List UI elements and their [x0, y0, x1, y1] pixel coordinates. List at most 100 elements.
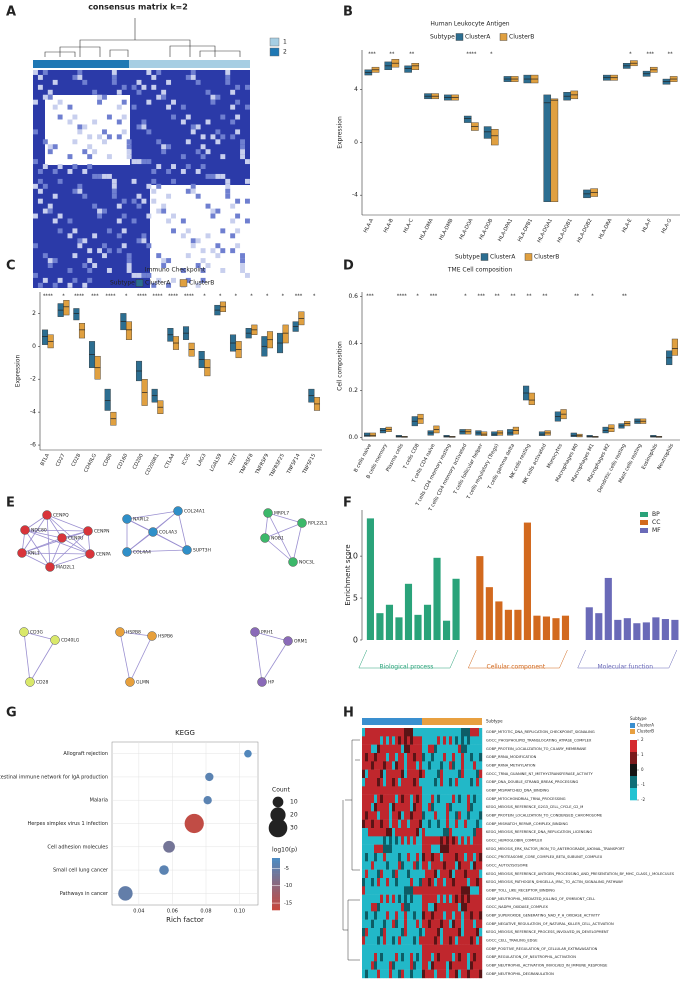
heatmap-cell — [479, 794, 483, 804]
heatmap-cell — [374, 928, 378, 937]
heatmap-cell — [428, 786, 432, 795]
matrix-cell — [52, 169, 58, 174]
heatmap-cell — [419, 778, 423, 787]
heatmap-cell — [395, 844, 399, 854]
heatmap-cell — [473, 744, 477, 754]
heatmap-cell — [443, 928, 447, 937]
matrix-cell — [57, 277, 63, 283]
heatmap-cell — [455, 778, 459, 787]
matrix-cell — [111, 79, 117, 85]
heatmap-cell — [449, 853, 453, 862]
matrix-cell — [77, 238, 83, 244]
node-label: CENPU — [68, 536, 83, 542]
bar — [504, 609, 512, 640]
heatmap-cell — [461, 736, 465, 745]
colorbar-cell — [272, 886, 280, 890]
matrix-cell — [72, 253, 78, 259]
colorbar-cell — [272, 876, 280, 880]
y-tick-label: 0 — [32, 343, 36, 350]
heatmap-cell — [464, 736, 468, 745]
heatmap-cell — [434, 803, 438, 812]
x-tick-label: CD27 — [55, 453, 67, 468]
node-label: COL4A3 — [159, 530, 177, 536]
matrix-cell — [141, 272, 147, 278]
heatmap-cell — [431, 844, 435, 854]
heatmap-cell — [392, 786, 396, 795]
heatmap-cell — [365, 853, 369, 862]
heatmap-cell — [437, 786, 441, 795]
heatmap-cell — [437, 894, 441, 904]
network-node — [122, 547, 132, 557]
heatmap-cell — [479, 728, 483, 737]
row-label: GOCC_CELL_TRAILING_EDGE — [486, 939, 538, 943]
heatmap-cell — [473, 903, 477, 912]
heatmap-cell — [413, 853, 417, 862]
heatmap-cell — [392, 936, 396, 945]
heatmap-cell — [401, 903, 405, 912]
heatmap-cell — [371, 886, 375, 895]
heatmap-cell — [434, 794, 438, 804]
node-label: CD40LG — [61, 638, 80, 644]
heatmap-cell — [365, 736, 369, 745]
heatmap-cell — [404, 803, 408, 812]
heatmap-cell — [377, 828, 381, 837]
heatmap-cell — [380, 778, 384, 787]
heatmap-cell — [398, 903, 402, 912]
heatmap-cell — [368, 928, 372, 937]
heatmap-cell — [374, 853, 378, 862]
matrix-cell — [200, 154, 206, 160]
heatmap-cell — [401, 894, 405, 904]
heatmap-cell — [443, 811, 447, 820]
matrix-cell — [67, 154, 73, 160]
heatmap-cell — [479, 878, 483, 887]
row-label: GOBP_RRNA_METHYLATION — [486, 764, 536, 768]
heatmap-cell — [410, 894, 414, 904]
heatmap-cell — [428, 728, 432, 737]
y-tick-label: -4 — [30, 409, 36, 416]
heatmap-cell — [419, 903, 423, 912]
heatmap-cell — [473, 753, 477, 762]
heatmap-cell — [431, 928, 435, 937]
heatmap-cell — [371, 953, 375, 962]
heatmap-cell — [461, 911, 465, 920]
heatmap-cell — [392, 844, 396, 854]
heatmap-cell — [461, 869, 465, 879]
heatmap-cell — [404, 928, 408, 937]
heatmap-cell — [395, 903, 399, 912]
y-tick-label: 4 — [354, 86, 358, 93]
heatmap-cell — [371, 936, 375, 945]
heatmap-cell — [374, 961, 378, 970]
heatmap-cell — [377, 844, 381, 854]
matrix-cell — [57, 178, 63, 184]
heatmap-cell — [371, 778, 375, 787]
heatmap-cell — [443, 778, 447, 787]
heatmap-cell — [392, 969, 396, 979]
heatmap-cell — [386, 953, 390, 962]
heatmap-cell — [473, 878, 477, 887]
heatmap-cell — [392, 728, 396, 737]
heatmap-cell — [365, 811, 369, 820]
heatmap-cell — [362, 836, 366, 845]
heatmap-cell — [461, 936, 465, 945]
matrix-cell — [136, 89, 142, 95]
heatmap-cell — [368, 953, 372, 962]
heatmap-cell — [467, 869, 471, 879]
heatmap-cell — [398, 936, 402, 945]
legend-swatch — [269, 37, 280, 47]
legend-title: log10(p) — [272, 847, 297, 854]
matrix-cell — [37, 84, 43, 90]
heatmap-cell — [404, 919, 408, 929]
heatmap-cell — [461, 944, 465, 954]
heatmap-cell — [404, 969, 408, 979]
heatmap-cell — [377, 911, 381, 920]
box — [483, 126, 492, 139]
heatmap-cell — [383, 953, 387, 962]
y-tick-label: Cell adhesion molecules — [47, 844, 108, 850]
bar — [623, 618, 631, 640]
network-node — [257, 677, 267, 687]
heatmap-cell — [422, 928, 426, 937]
heatmap-cell — [395, 828, 399, 837]
heatmap-cell — [362, 928, 366, 937]
matrix-cell — [230, 134, 236, 140]
matrix-cell — [106, 173, 112, 179]
